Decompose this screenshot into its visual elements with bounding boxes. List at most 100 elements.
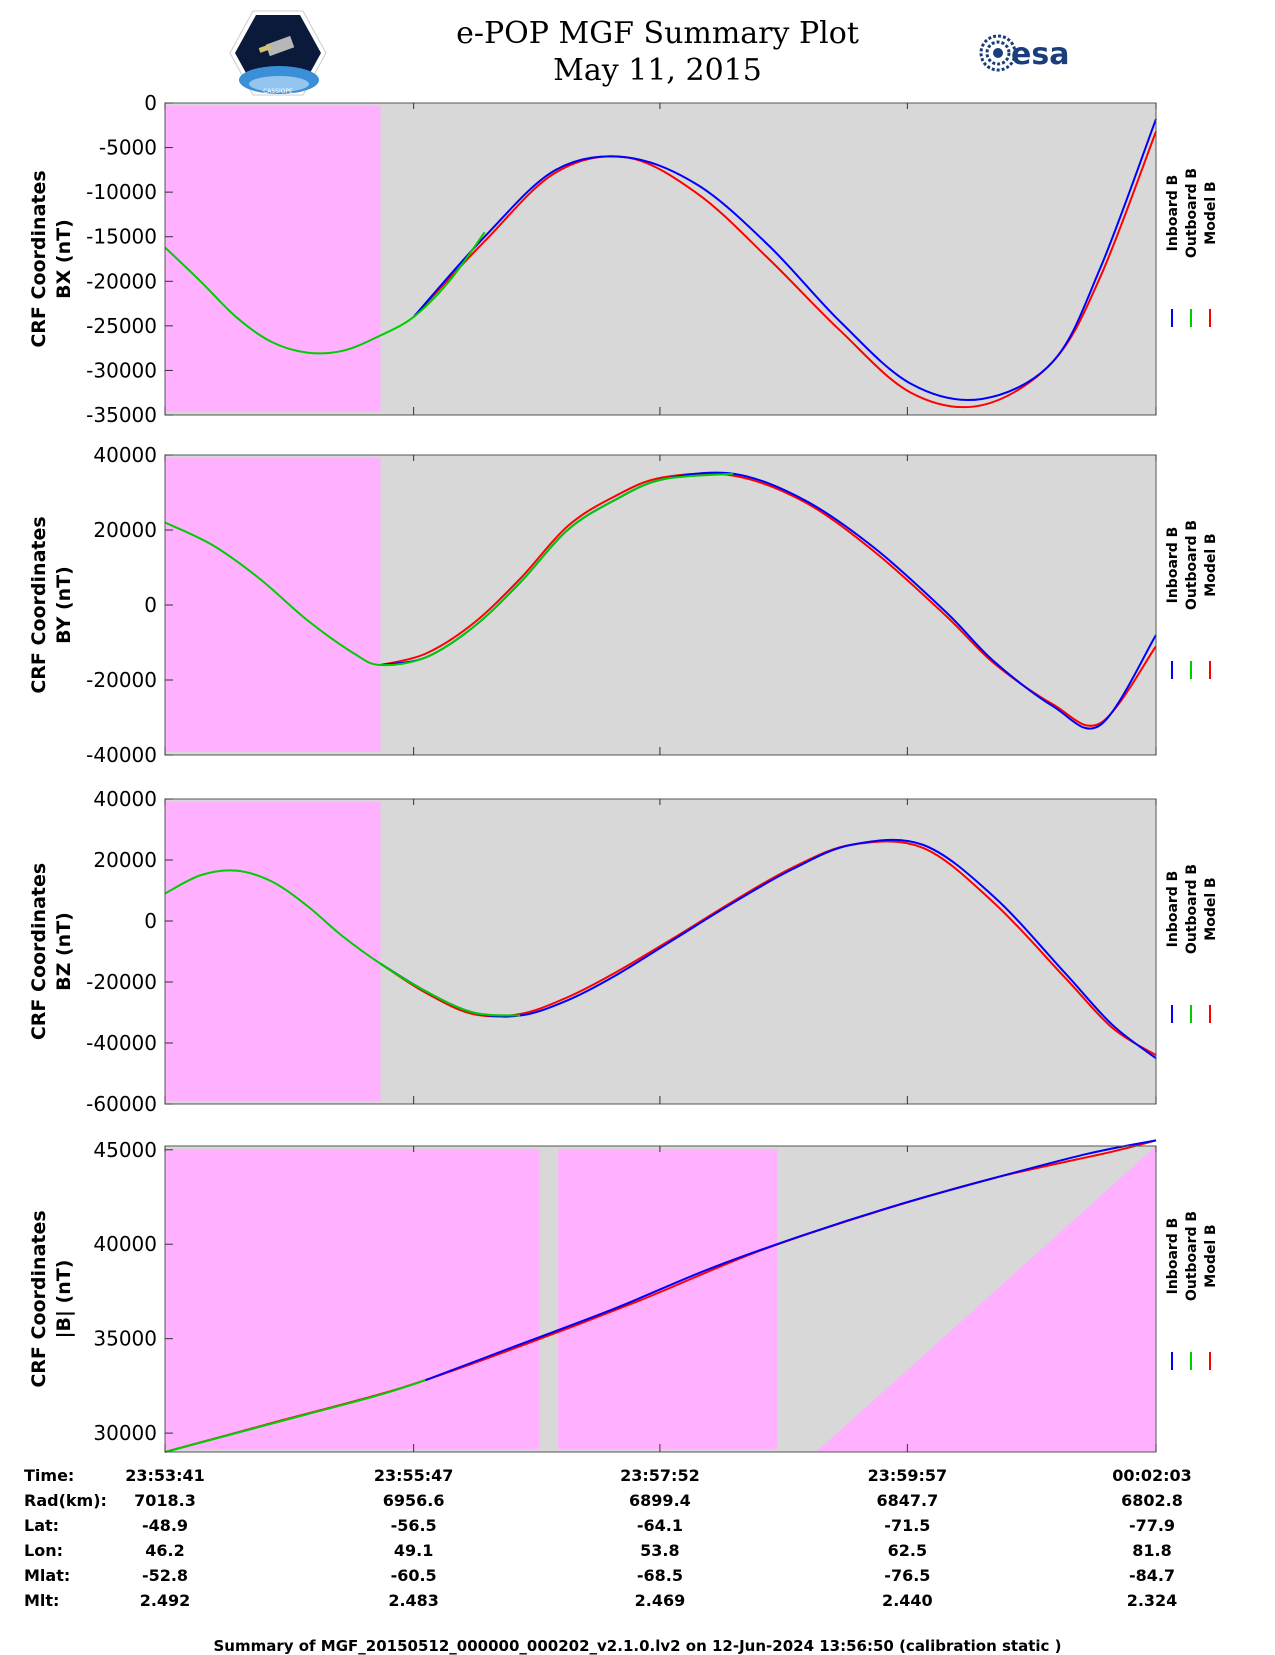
y-axis-label: |B| (nT) bbox=[53, 1260, 75, 1339]
y-tick-label: 40000 bbox=[93, 1232, 157, 1256]
series-inboard-b bbox=[379, 838, 1157, 1060]
ephemeris-value: -68.5 bbox=[636, 1566, 683, 1585]
ephemeris-label: Time: bbox=[24, 1466, 75, 1485]
legend-label: Inboard B bbox=[1165, 871, 1181, 948]
series-outboard-b bbox=[164, 869, 521, 1017]
panel-4: 45000 40000 35000 30000 CRF Coordinates |B| (… bbox=[28, 1138, 1219, 1453]
ephemeris-value: -76.5 bbox=[884, 1566, 931, 1585]
ephemeris-value: 6847.7 bbox=[876, 1491, 939, 1510]
ephemeris-value: -71.5 bbox=[884, 1516, 931, 1535]
legend-label: Outboard B bbox=[1184, 864, 1200, 954]
panel-1: 0 -5000 -10000 -15000 -20000 -25000 -30000 -350… bbox=[28, 91, 1219, 427]
ephemeris-value: 46.2 bbox=[145, 1541, 185, 1560]
y-axis-label: BZ (nT) bbox=[53, 912, 75, 991]
y-tick-label: -20000 bbox=[86, 970, 157, 994]
highlight-span bbox=[558, 1149, 778, 1449]
ephemeris-value: 7018.3 bbox=[134, 1491, 196, 1510]
highlight-span bbox=[165, 1149, 540, 1449]
plot-date: May 11, 2015 bbox=[553, 53, 762, 88]
y-tick-label: 40000 bbox=[93, 443, 157, 467]
legend-label: Model B bbox=[1203, 877, 1219, 940]
ephemeris-value: -52.8 bbox=[141, 1566, 189, 1585]
ephemeris-value: -48.9 bbox=[141, 1516, 189, 1535]
ephemeris-value: -64.1 bbox=[636, 1516, 683, 1535]
y-tick-label: 35000 bbox=[93, 1327, 157, 1351]
legend-label: Outboard B bbox=[1184, 520, 1200, 610]
esa-logo: esa bbox=[979, 34, 1069, 72]
ephemeris-value: 6802.8 bbox=[1121, 1491, 1183, 1510]
ephemeris-value: -77.9 bbox=[1128, 1516, 1176, 1535]
y-tick-label: -10000 bbox=[86, 180, 157, 204]
y-tick-label: -15000 bbox=[86, 225, 157, 249]
y-axis-label: BX (nT) bbox=[53, 219, 75, 299]
ephemeris-value: 2.483 bbox=[388, 1591, 439, 1610]
highlight-span bbox=[165, 802, 381, 1101]
series-outboard-b bbox=[164, 1379, 426, 1453]
ephemeris-value: 49.1 bbox=[393, 1541, 434, 1560]
legend-label: Model B bbox=[1203, 533, 1219, 596]
legend-label: Inboard B bbox=[1165, 175, 1181, 252]
y-tick-label: 0 bbox=[144, 593, 157, 617]
ephemeris-value: 81.8 bbox=[1132, 1541, 1172, 1560]
series-model-b bbox=[380, 472, 1157, 727]
legend-label: Model B bbox=[1203, 181, 1219, 244]
ephemeris-value: 53.8 bbox=[640, 1541, 680, 1560]
esa-logo-text: esa bbox=[1011, 37, 1069, 72]
y-tick-label: -60000 bbox=[86, 1092, 157, 1116]
ephemeris-value: 2.440 bbox=[882, 1591, 933, 1610]
cassiope-logo: CASSIOPE bbox=[229, 10, 327, 96]
y-tick-label: -30000 bbox=[86, 358, 157, 382]
y-tick-label: -40000 bbox=[86, 1031, 157, 1055]
highlight-triangle bbox=[816, 1146, 1156, 1452]
ephemeris-value: 23:53:41 bbox=[125, 1466, 205, 1485]
y-tick-label: 0 bbox=[144, 91, 157, 115]
panel-3: 40000 20000 0 -20000 -40000 -60000 CRF Coordin… bbox=[28, 787, 1219, 1116]
ephemeris-label: Lat: bbox=[24, 1516, 60, 1535]
y-tick-label: -20000 bbox=[86, 269, 157, 293]
y-tick-label: 45000 bbox=[93, 1138, 157, 1162]
cassiope-logo-text: CASSIOPE bbox=[263, 88, 293, 95]
ephemeris-value: 00:02:03 bbox=[1112, 1466, 1192, 1485]
ephemeris-value: 6956.6 bbox=[382, 1491, 445, 1510]
ephemeris-label: Lon: bbox=[24, 1541, 63, 1560]
ephemeris-value: 23:55:47 bbox=[373, 1466, 454, 1485]
ephemeris-value: -60.5 bbox=[390, 1566, 437, 1585]
plot-title: e-POP MGF Summary Plot bbox=[456, 16, 859, 51]
ephemeris-value: 62.5 bbox=[887, 1541, 928, 1560]
y-tick-label: 20000 bbox=[93, 848, 157, 872]
panel-frame bbox=[164, 102, 1157, 416]
legend-label: Outboard B bbox=[1184, 168, 1200, 258]
y-axis-label: CRF Coordinates bbox=[28, 1210, 50, 1387]
legend-label: Outboard B bbox=[1184, 1211, 1200, 1301]
panel-frame bbox=[164, 1145, 1157, 1453]
y-axis-label: CRF Coordinates bbox=[28, 863, 50, 1040]
ephemeris-label: Rad(km): bbox=[24, 1491, 107, 1510]
y-tick-label: -35000 bbox=[86, 403, 157, 427]
y-tick-label: -20000 bbox=[86, 668, 157, 692]
ephemeris-value: 23:57:52 bbox=[620, 1466, 700, 1485]
y-tick-label: 40000 bbox=[93, 787, 157, 811]
legend-label: Inboard B bbox=[1165, 1218, 1181, 1295]
y-axis-label: BY (nT) bbox=[53, 566, 75, 644]
y-tick-label: 0 bbox=[144, 909, 157, 933]
highlight-span bbox=[165, 458, 381, 752]
ephemeris-value: -84.7 bbox=[1128, 1566, 1176, 1585]
ephemeris-value: -56.5 bbox=[390, 1516, 437, 1535]
ephemeris-value: 2.469 bbox=[634, 1591, 686, 1610]
series-outboard-b bbox=[164, 231, 486, 355]
series-inboard-b bbox=[412, 118, 1157, 402]
series-model-b bbox=[412, 131, 1157, 409]
legend-label: Inboard B bbox=[1165, 527, 1181, 604]
y-tick-label: 20000 bbox=[93, 518, 157, 542]
ephemeris-value: 2.492 bbox=[139, 1591, 191, 1610]
panel-frame bbox=[164, 798, 1157, 1105]
ephemeris-value: 2.324 bbox=[1126, 1591, 1178, 1610]
y-tick-label: -5000 bbox=[99, 136, 157, 160]
ephemeris-label: Mlt: bbox=[24, 1591, 60, 1610]
ephemeris-label: Mlat: bbox=[24, 1566, 71, 1585]
ephemeris-value: 23:59:57 bbox=[867, 1466, 948, 1485]
series-inboard-b bbox=[425, 1139, 1157, 1382]
y-axis-label: CRF Coordinates bbox=[28, 170, 50, 347]
series-outboard-b bbox=[164, 472, 734, 667]
